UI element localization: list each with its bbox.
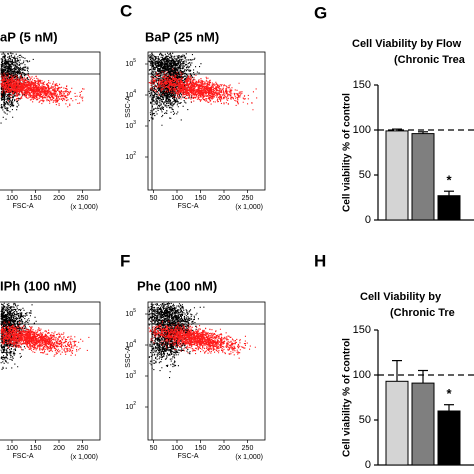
y-tick-base: 10 xyxy=(125,61,133,68)
x-tick-label: 250 xyxy=(77,445,89,452)
significance-marker: * xyxy=(446,386,452,401)
x-tick-label: 200 xyxy=(218,195,230,202)
bar xyxy=(385,380,409,466)
quadrant-label: Q2 xyxy=(174,61,183,68)
y-tick-label: 102 xyxy=(125,151,136,161)
y-tick-exponent: 2 xyxy=(133,401,136,407)
bar xyxy=(411,382,435,466)
significance-marker: * xyxy=(446,173,452,188)
y-axis-label: Cell viability % of control xyxy=(342,93,353,212)
y-tick-label: 150 xyxy=(353,324,371,336)
y-tick-label: 0 xyxy=(365,459,371,471)
y-tick-label: 150 xyxy=(353,79,371,91)
event-cloud-red xyxy=(148,320,256,359)
y-tick-label: 102 xyxy=(125,401,136,411)
panel-letter: G xyxy=(314,3,327,22)
y-tick-label: 100 xyxy=(353,369,371,381)
y-tick-exponent: 4 xyxy=(133,339,136,345)
y-tick-base: 10 xyxy=(125,373,133,380)
panel-title: IPh (100 nM) xyxy=(0,278,77,293)
x-tick-label: 250 xyxy=(77,195,89,202)
quadrant-label: Q1 xyxy=(154,61,163,68)
x-axis-unit: (x 1,000) xyxy=(70,204,98,211)
x-tick-label: 150 xyxy=(195,445,207,452)
bar xyxy=(411,133,435,221)
y-tick-base: 10 xyxy=(125,154,133,161)
x-axis-label: FSC-A xyxy=(178,453,199,460)
y-axis-label: SSC-A xyxy=(125,96,132,118)
event-cloud-red xyxy=(0,321,90,357)
x-axis-label: FSC-A xyxy=(13,453,34,460)
x-tick-label: 200 xyxy=(218,445,230,452)
chart-title: (Chronic Tre xyxy=(390,307,455,319)
y-tick-label: 104 xyxy=(125,339,136,349)
bar xyxy=(437,410,461,466)
x-tick-label: 100 xyxy=(171,445,183,452)
x-tick-label: 200 xyxy=(53,445,65,452)
x-tick-label: 150 xyxy=(195,195,207,202)
y-tick-base: 10 xyxy=(125,342,133,349)
event-cloud-black xyxy=(0,52,36,124)
quadrant-label: Q2 xyxy=(174,311,183,318)
event-cloud-black xyxy=(0,302,37,370)
chart-title: (Chronic Trea xyxy=(394,54,466,66)
quadrant-label: Q4 xyxy=(164,88,173,95)
x-axis-unit: (x 1,000) xyxy=(70,454,98,461)
panel-title: Phe (100 nM) xyxy=(137,278,217,293)
chart-title: Cell Viability by Flow xyxy=(352,38,462,50)
x-axis-unit: (x 1,000) xyxy=(235,454,263,461)
y-tick-exponent: 5 xyxy=(133,308,136,314)
plot-frame xyxy=(0,51,101,191)
x-tick-label: 250 xyxy=(242,445,254,452)
y-tick-label: 0 xyxy=(365,214,371,226)
bar xyxy=(437,195,461,221)
y-tick-label: 105 xyxy=(125,308,136,318)
quadrant-label: Q4 xyxy=(164,338,173,345)
y-tick-label: 100 xyxy=(353,124,371,136)
x-tick-label: 200 xyxy=(53,195,65,202)
y-tick-label: 50 xyxy=(359,169,371,181)
panel-letter: F xyxy=(120,251,130,270)
event-cloud-red xyxy=(0,72,85,108)
y-tick-label: 103 xyxy=(125,120,136,130)
quadrant-label: Q1 xyxy=(154,311,163,318)
panel-letter: H xyxy=(314,251,326,270)
y-tick-label: 103 xyxy=(125,370,136,380)
panel-title: aP (5 nM) xyxy=(0,29,58,44)
y-axis-label: SSC-A xyxy=(125,346,132,368)
y-tick-base: 10 xyxy=(125,311,133,318)
y-tick-base: 10 xyxy=(125,92,133,99)
plot-frame xyxy=(0,301,101,441)
x-axis-unit: (x 1,000) xyxy=(235,204,263,211)
y-tick-label: 50 xyxy=(359,414,371,426)
x-tick-label: 250 xyxy=(242,195,254,202)
y-tick-label: 105 xyxy=(125,58,136,68)
bar xyxy=(385,130,409,221)
x-tick-label: 50 xyxy=(150,445,158,452)
y-tick-label: 104 xyxy=(125,89,136,99)
panel-letter: C xyxy=(120,1,132,20)
plot-frame xyxy=(147,301,266,441)
x-tick-label: 150 xyxy=(30,445,42,452)
y-axis-label: Cell viability % of control xyxy=(342,338,353,457)
y-tick-exponent: 4 xyxy=(133,89,136,95)
x-tick-label: 100 xyxy=(6,195,18,202)
y-tick-exponent: 5 xyxy=(133,58,136,64)
y-tick-exponent: 2 xyxy=(133,151,136,157)
x-tick-label: 100 xyxy=(6,445,18,452)
event-cloud-red xyxy=(148,68,258,111)
panel-title: BaP (25 nM) xyxy=(145,29,219,44)
y-tick-exponent: 3 xyxy=(133,120,136,126)
plot-frame xyxy=(147,51,266,191)
x-tick-label: 50 xyxy=(150,195,158,202)
y-tick-exponent: 3 xyxy=(133,370,136,376)
chart-title: Cell Viability by xyxy=(360,291,442,303)
x-axis-label: FSC-A xyxy=(13,203,34,210)
x-tick-label: 100 xyxy=(171,195,183,202)
y-tick-base: 10 xyxy=(125,123,133,130)
y-tick-base: 10 xyxy=(125,404,133,411)
x-tick-label: 150 xyxy=(30,195,42,202)
x-axis-label: FSC-A xyxy=(178,203,199,210)
